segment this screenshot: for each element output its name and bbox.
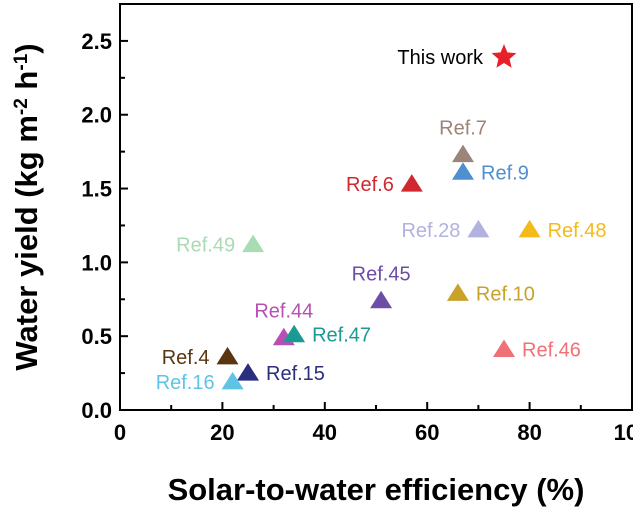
label-ref-15: Ref.15 — [266, 363, 325, 385]
x-tick-label: 80 — [517, 420, 541, 445]
label-ref-6: Ref.6 — [346, 174, 394, 196]
y-tick-label: 1.0 — [81, 250, 112, 275]
y-tick-label: 2.0 — [81, 103, 112, 128]
ticks — [119, 3, 633, 411]
marker-ref-7 — [452, 144, 474, 163]
marker-ref-28 — [467, 219, 490, 238]
y-tick-label: 1.5 — [81, 177, 112, 202]
marker-ref-47 — [283, 324, 306, 343]
marker-ref-16 — [221, 371, 244, 390]
label-ref-45: Ref.45 — [352, 264, 411, 286]
label-ref-44: Ref.44 — [254, 301, 313, 323]
tick-labels: 0 20 40 60 80 100 0.0 0.5 1.0 1.5 2.0 2.5 — [81, 29, 633, 445]
label-ref-4: Ref.4 — [162, 347, 210, 369]
label-ref-9: Ref.9 — [481, 162, 529, 184]
x-tick-label: 60 — [415, 420, 439, 445]
marker-ref-49 — [242, 234, 265, 253]
x-axis-label: Solar-to-water efficiency (%) — [168, 472, 585, 507]
label-ref-46: Ref.46 — [522, 339, 581, 361]
data-points — [216, 44, 541, 390]
label-ref-10: Ref.10 — [476, 283, 535, 305]
label-ref-28: Ref.28 — [401, 220, 460, 242]
x-tick-label: 100 — [614, 420, 633, 445]
label-ref-16: Ref.16 — [156, 372, 215, 394]
marker-ref-9 — [452, 162, 474, 180]
label-ref-47: Ref.47 — [312, 325, 371, 347]
y-tick-label: 0.5 — [81, 324, 112, 349]
marker-this-work — [491, 44, 517, 68]
x-tick-label: 20 — [210, 420, 234, 445]
label-this-work: This work — [397, 47, 484, 69]
y-axis-label: Water yield (kg m-2 h-1) — [9, 43, 44, 370]
x-tick-label: 40 — [313, 420, 337, 445]
y-tick-label: 2.5 — [81, 29, 112, 54]
y-tick-label: 0.0 — [81, 398, 112, 423]
marker-ref-10 — [446, 283, 469, 301]
label-ref-49: Ref.49 — [176, 235, 235, 257]
marker-ref-6 — [400, 174, 423, 192]
marker-ref-48 — [518, 219, 541, 238]
marker-ref-15 — [237, 363, 259, 381]
marker-ref-46 — [493, 339, 515, 357]
point-labels: This work Ref.7 Ref.9 Ref.6 Ref.28 Ref.48 Ref.… — [156, 47, 607, 394]
marker-ref-4 — [216, 346, 239, 365]
label-ref-48: Ref.48 — [548, 220, 607, 242]
label-ref-7: Ref.7 — [439, 118, 487, 140]
marker-ref-45 — [370, 290, 393, 309]
x-tick-label: 0 — [114, 420, 126, 445]
